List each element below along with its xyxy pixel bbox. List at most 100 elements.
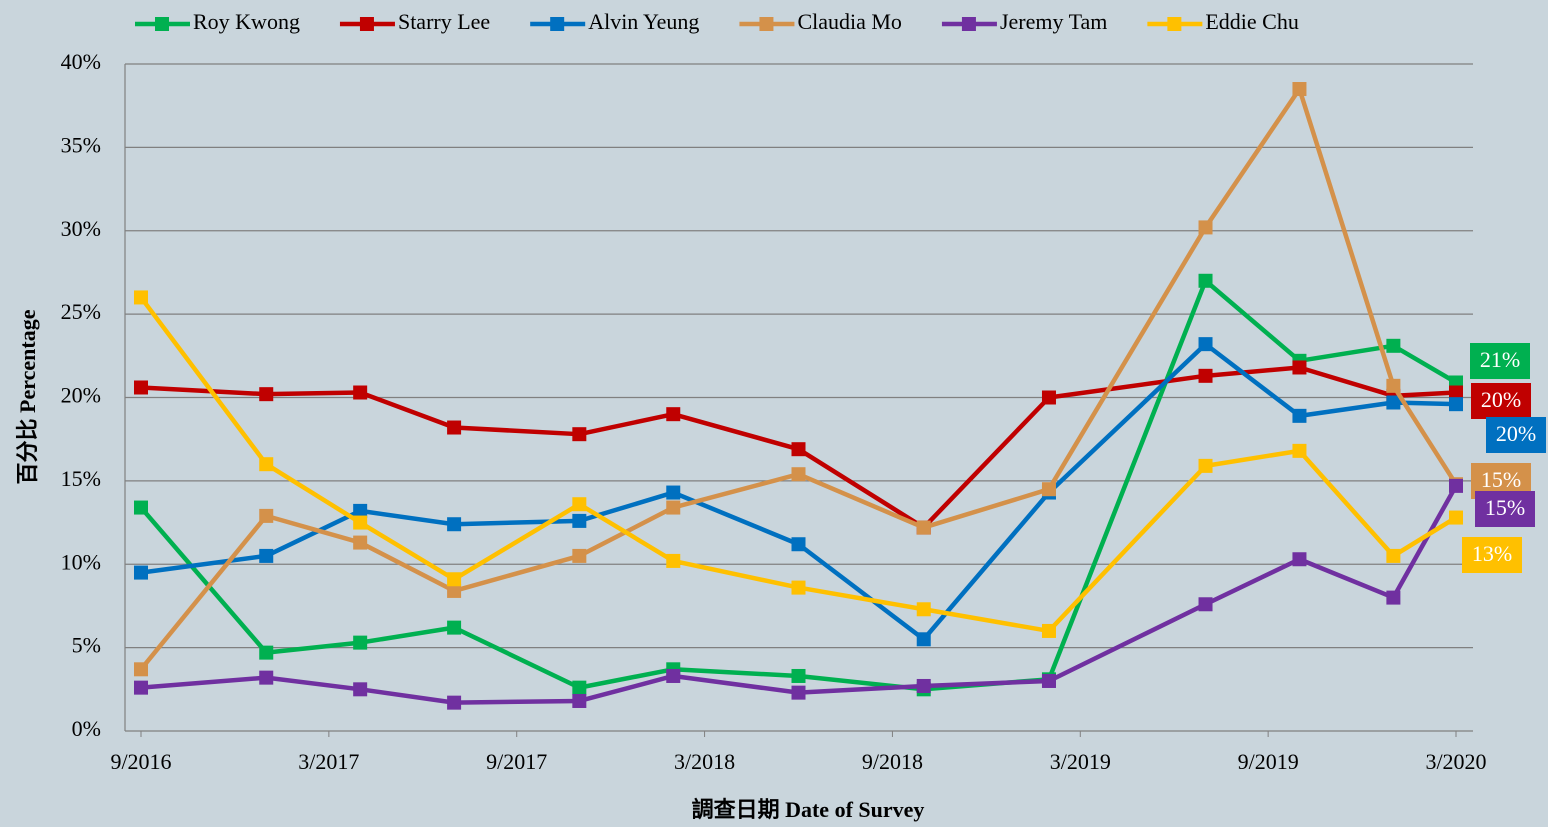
legend-marker — [550, 17, 565, 31]
marker — [134, 565, 148, 580]
marker — [1292, 408, 1307, 423]
y-tick-label: 40% — [61, 49, 101, 74]
legend-marker — [1167, 17, 1182, 31]
marker — [666, 668, 681, 683]
legend-marker — [359, 17, 374, 31]
marker — [1386, 378, 1401, 393]
marker — [791, 685, 806, 700]
marker — [572, 497, 587, 512]
series-line — [139, 278, 1458, 692]
value-label-box — [1471, 383, 1531, 419]
value-label: 20% — [1481, 387, 1521, 412]
x-tick-label: 9/2016 — [110, 749, 171, 774]
marker — [1292, 552, 1307, 567]
marker — [1041, 482, 1056, 497]
marker — [1292, 360, 1307, 375]
y-tick-label: 35% — [61, 132, 101, 157]
marker — [791, 467, 806, 482]
marker — [666, 500, 681, 515]
marker — [791, 442, 806, 457]
marker — [1198, 597, 1213, 612]
value-label: 15% — [1481, 467, 1521, 492]
marker — [916, 520, 931, 535]
marker — [1292, 82, 1307, 97]
marker — [916, 678, 931, 693]
marker — [572, 693, 587, 708]
legend-label: Eddie Chu — [1205, 9, 1299, 34]
marker — [1449, 397, 1463, 412]
legend-marker — [155, 17, 169, 31]
marker — [353, 635, 368, 650]
marker — [1386, 590, 1401, 605]
marker — [1449, 510, 1463, 525]
marker — [572, 680, 587, 695]
marker — [666, 407, 681, 422]
value-label-box — [1462, 537, 1522, 573]
legend-label: Roy Kwong — [193, 9, 300, 34]
y-axis-label: 百分比 Percentage — [15, 309, 40, 484]
marker — [259, 645, 274, 660]
marker — [353, 682, 368, 697]
x-tick-label: 3/2019 — [1050, 749, 1111, 774]
y-tick-label: 0% — [72, 716, 101, 741]
marker — [447, 695, 462, 710]
x-tick-label: 9/2019 — [1238, 749, 1299, 774]
legend-label: Jeremy Tam — [1000, 9, 1107, 34]
legend-marker — [961, 17, 976, 31]
value-label: 15% — [1485, 495, 1525, 520]
x-tick-label: 3/2020 — [1425, 749, 1486, 774]
marker — [1041, 623, 1056, 638]
legend-label: Alvin Yeung — [588, 9, 699, 34]
value-label-box — [1475, 491, 1535, 527]
y-tick-label: 15% — [61, 466, 101, 491]
marker — [447, 420, 462, 435]
value-label: 20% — [1496, 421, 1536, 446]
marker — [259, 670, 274, 685]
marker — [447, 583, 462, 598]
marker — [447, 572, 462, 587]
marker — [791, 580, 806, 595]
y-tick-label: 10% — [61, 549, 101, 574]
marker — [572, 427, 587, 442]
marker — [916, 632, 931, 647]
y-tick-label: 20% — [61, 383, 101, 408]
marker — [916, 602, 931, 617]
marker — [259, 457, 274, 472]
marker — [1198, 220, 1213, 235]
marker — [353, 385, 368, 400]
x-tick-label: 3/2017 — [298, 749, 359, 774]
marker — [1386, 548, 1401, 563]
marker — [1198, 368, 1213, 383]
marker — [791, 668, 806, 683]
marker — [447, 517, 462, 532]
y-tick-label: 25% — [61, 299, 101, 324]
marker — [1449, 478, 1463, 493]
marker — [572, 513, 587, 528]
x-tick-label: 9/2018 — [862, 749, 923, 774]
marker — [572, 548, 587, 563]
marker — [1041, 390, 1056, 405]
marker — [1198, 458, 1213, 473]
marker — [134, 680, 148, 695]
y-tick-label: 5% — [72, 633, 101, 658]
marker — [1449, 385, 1463, 400]
marker — [134, 500, 148, 515]
value-label: 21% — [1480, 347, 1520, 372]
legend-label: Starry Lee — [398, 9, 490, 34]
marker — [259, 387, 274, 402]
marker — [134, 290, 148, 305]
y-tick-label: 30% — [61, 216, 101, 241]
marker — [1386, 395, 1401, 410]
value-label-box — [1486, 417, 1546, 453]
marker — [353, 503, 368, 518]
marker — [666, 485, 681, 500]
value-label-box — [1470, 343, 1530, 379]
marker — [447, 620, 462, 635]
series-line — [140, 341, 1457, 642]
marker — [1198, 273, 1213, 288]
marker — [791, 537, 806, 552]
x-tick-label: 3/2018 — [674, 749, 735, 774]
x-axis-label: 調查日期 Date of Survey — [692, 797, 925, 822]
marker — [134, 380, 148, 395]
